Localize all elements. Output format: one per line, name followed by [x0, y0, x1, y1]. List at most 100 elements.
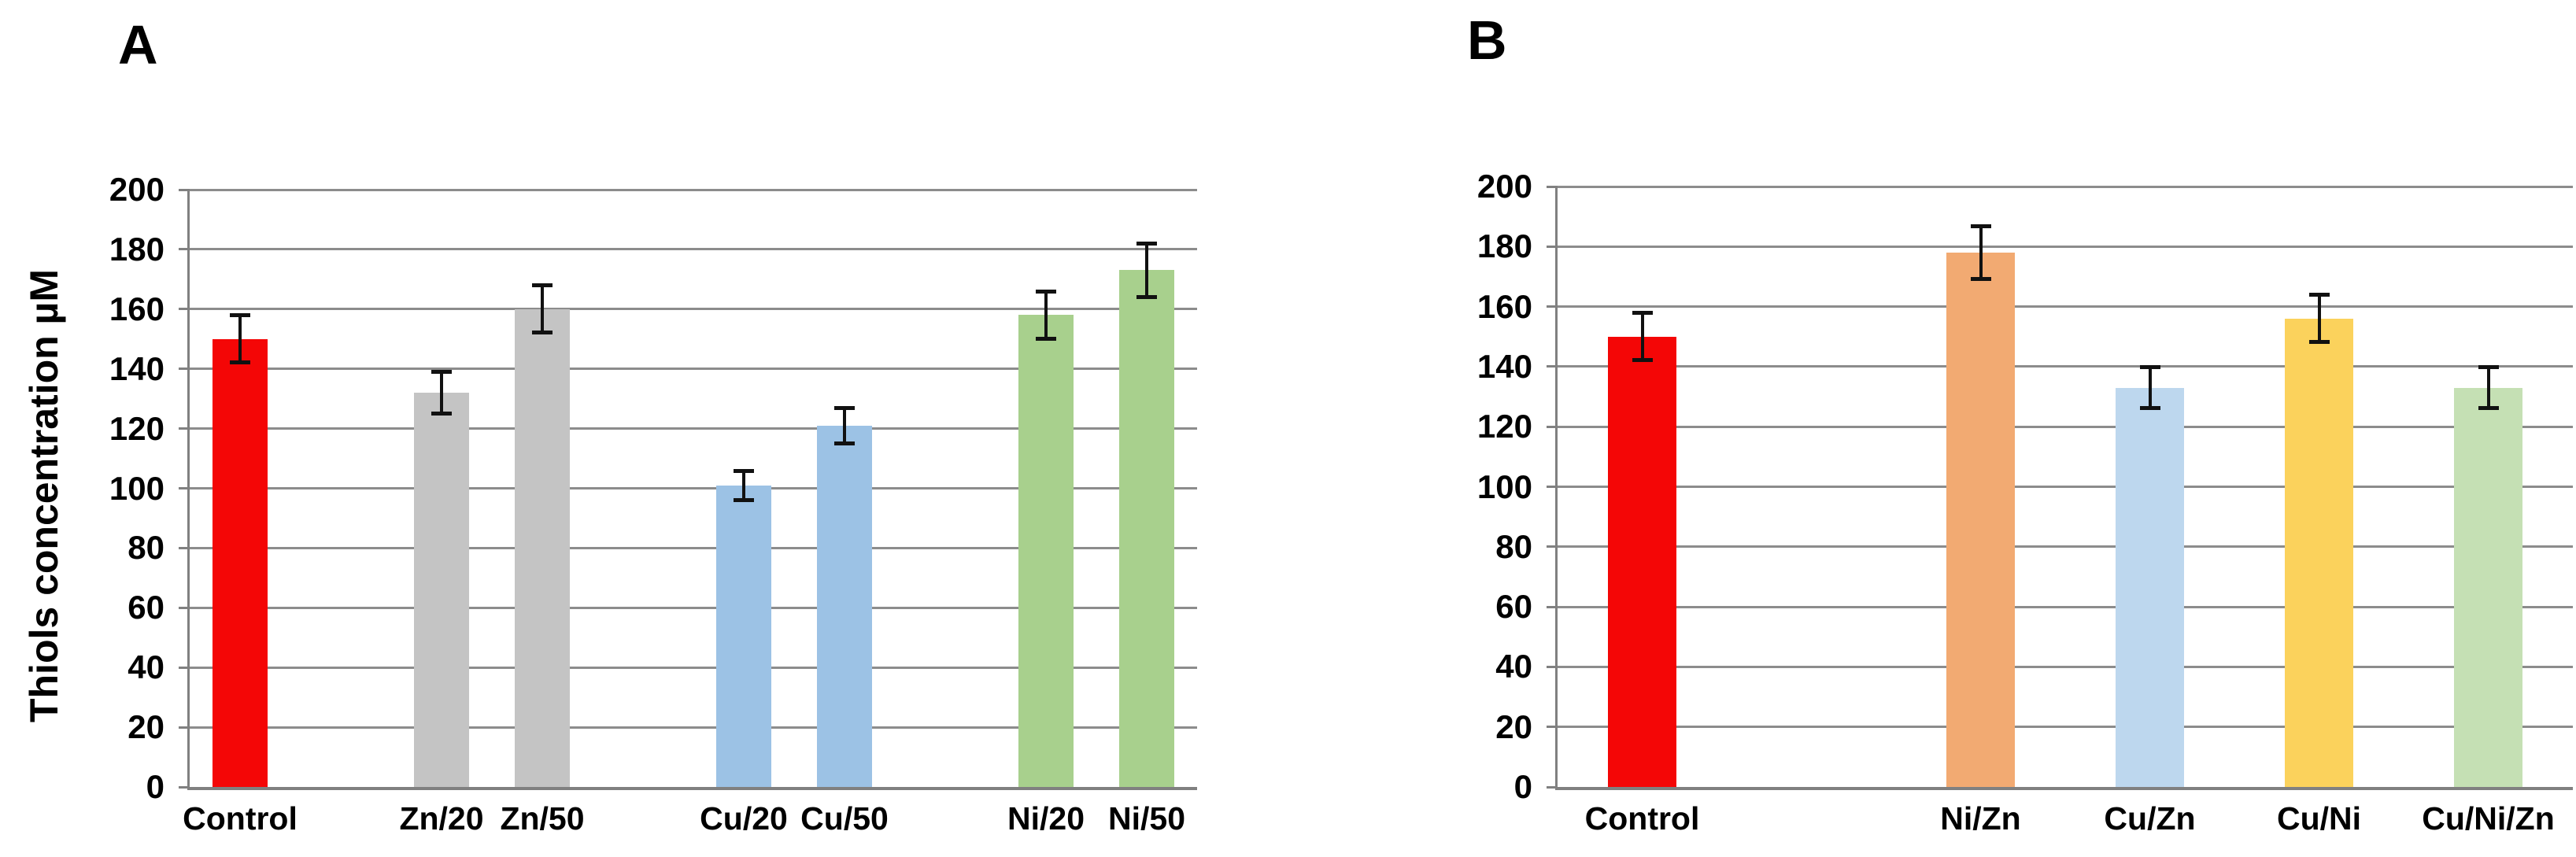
y-tick-label: 180	[109, 230, 164, 268]
error-bar-cap-bottom	[1632, 358, 1653, 363]
error-bar-cap-bottom	[1970, 277, 1991, 282]
y-tick-label: 140	[109, 349, 164, 387]
y-tick-mark	[179, 666, 190, 669]
y-tick-mark	[179, 188, 190, 191]
y-tick-label: 120	[109, 409, 164, 447]
x-axis-label-Cu/20: Cu/20	[700, 800, 788, 837]
gridline-140	[1558, 365, 2573, 368]
error-bar-cap-bottom	[2478, 406, 2499, 411]
bar-Cu/Ni	[2284, 318, 2354, 787]
y-tick-label: 200	[109, 171, 164, 208]
gridline-120	[190, 427, 1197, 430]
gridline-160	[1558, 305, 2573, 308]
error-bar-cap-bottom	[230, 360, 250, 365]
gridline-200	[190, 188, 1197, 191]
y-tick-mark	[179, 427, 190, 430]
gridline-160	[190, 308, 1197, 311]
x-axis-label-Cu/Zn: Cu/Zn	[2104, 800, 2196, 837]
x-axis-label-Cu/50: Cu/50	[800, 800, 889, 837]
y-tick-mark	[1547, 785, 1558, 789]
x-axis-label-Ni/50: Ni/50	[1108, 800, 1185, 837]
error-bar	[238, 315, 242, 364]
gridline-200	[1558, 185, 2573, 188]
y-tick-label: 120	[1476, 408, 1532, 445]
error-bar	[1044, 291, 1048, 339]
x-axis-label-Control: Control	[1584, 800, 1700, 837]
y-tick-label: 80	[128, 529, 164, 567]
gridline-60	[1558, 605, 2573, 608]
error-bar	[541, 285, 544, 334]
x-axis-label-Control: Control	[183, 800, 298, 837]
y-tick-label: 40	[1495, 648, 1532, 685]
error-bar-cap-bottom	[1036, 336, 1056, 341]
error-bar	[2148, 366, 2152, 409]
gridline-180	[190, 248, 1197, 251]
y-tick-mark	[179, 368, 190, 371]
bar-Ni/50	[1118, 270, 1175, 787]
error-bar	[440, 371, 443, 414]
error-bar	[2317, 294, 2321, 343]
error-bar	[742, 470, 745, 501]
y-tick-mark	[1547, 185, 1558, 188]
gridline-180	[1558, 245, 2573, 248]
bar-Ni/Zn	[1946, 252, 2016, 787]
y-tick-mark	[179, 248, 190, 251]
x-axis-label-Cu/Ni: Cu/Ni	[2276, 800, 2362, 837]
error-bar	[2486, 366, 2490, 409]
y-tick-mark	[1547, 545, 1558, 549]
y-tick-label: 20	[1495, 707, 1532, 745]
gridline-20	[190, 726, 1197, 729]
error-bar	[1979, 225, 1983, 280]
y-tick-label: 0	[1513, 768, 1532, 805]
y-tick-label: 0	[146, 768, 164, 805]
chart-b-thiols-metal-mixtures: 0 20 40 60 80 100 120 140 160 180 200 Control Ni/Zn C…	[1477, 170, 2573, 835]
y-tick-label: 140	[1476, 347, 1532, 385]
error-bar-cap-top	[431, 370, 452, 375]
y-tick-label: 80	[1495, 527, 1532, 565]
error-bar-cap-top	[834, 406, 855, 411]
y-tick-mark	[1547, 665, 1558, 668]
bar-Cu/50	[816, 425, 873, 787]
y-tick-label: 20	[128, 708, 164, 746]
bar-Cu/Zn	[2115, 387, 2185, 787]
bar-Cu/Ni/Zn	[2453, 387, 2523, 787]
error-bar	[1145, 243, 1148, 297]
y-tick-label: 40	[128, 648, 164, 686]
error-bar-cap-top	[2308, 293, 2330, 297]
y-tick-mark	[1547, 365, 1558, 368]
x-axis-label-Ni/20: Ni/20	[1007, 800, 1085, 837]
y-tick-mark	[179, 726, 190, 729]
y-tick-label: 160	[109, 290, 164, 327]
gridline-100	[190, 487, 1197, 489]
y-tick-mark	[179, 785, 190, 789]
y-tick-mark	[1547, 425, 1558, 428]
bar-Cu/20	[715, 485, 772, 787]
gridline-120	[1558, 425, 2573, 428]
y-tick-label: 100	[1476, 467, 1532, 505]
y-tick-label: 100	[109, 469, 164, 507]
x-axis-label-Zn/20: Zn/20	[399, 800, 484, 837]
y-tick-label: 180	[1476, 227, 1532, 265]
x-axis-label-Ni/Zn: Ni/Zn	[1940, 800, 2021, 837]
error-bar-cap-top	[1036, 290, 1056, 294]
y-tick-mark	[1547, 726, 1558, 729]
y-tick-mark	[1547, 486, 1558, 488]
gridline-40	[1558, 665, 2573, 668]
y-tick-mark	[1547, 305, 1558, 308]
gridline-100	[1558, 486, 2573, 488]
y-tick-label: 60	[128, 589, 164, 626]
error-bar-cap-top	[230, 313, 250, 318]
y-tick-label: 160	[1476, 287, 1532, 325]
x-axis-label-Cu/Ni/Zn: Cu/Ni/Zn	[2422, 800, 2555, 837]
panel-b-label: B	[1467, 9, 1507, 71]
gridline-80	[190, 546, 1197, 549]
gridline-60	[190, 606, 1197, 609]
error-bar	[843, 408, 846, 444]
y-tick-mark	[179, 308, 190, 311]
error-bar-cap-bottom	[2308, 340, 2330, 345]
x-axis-label-Zn/50: Zn/50	[500, 800, 585, 837]
y-tick-mark	[179, 606, 190, 609]
bar-Zn/50	[514, 308, 571, 787]
bar-Control	[1607, 336, 1677, 787]
